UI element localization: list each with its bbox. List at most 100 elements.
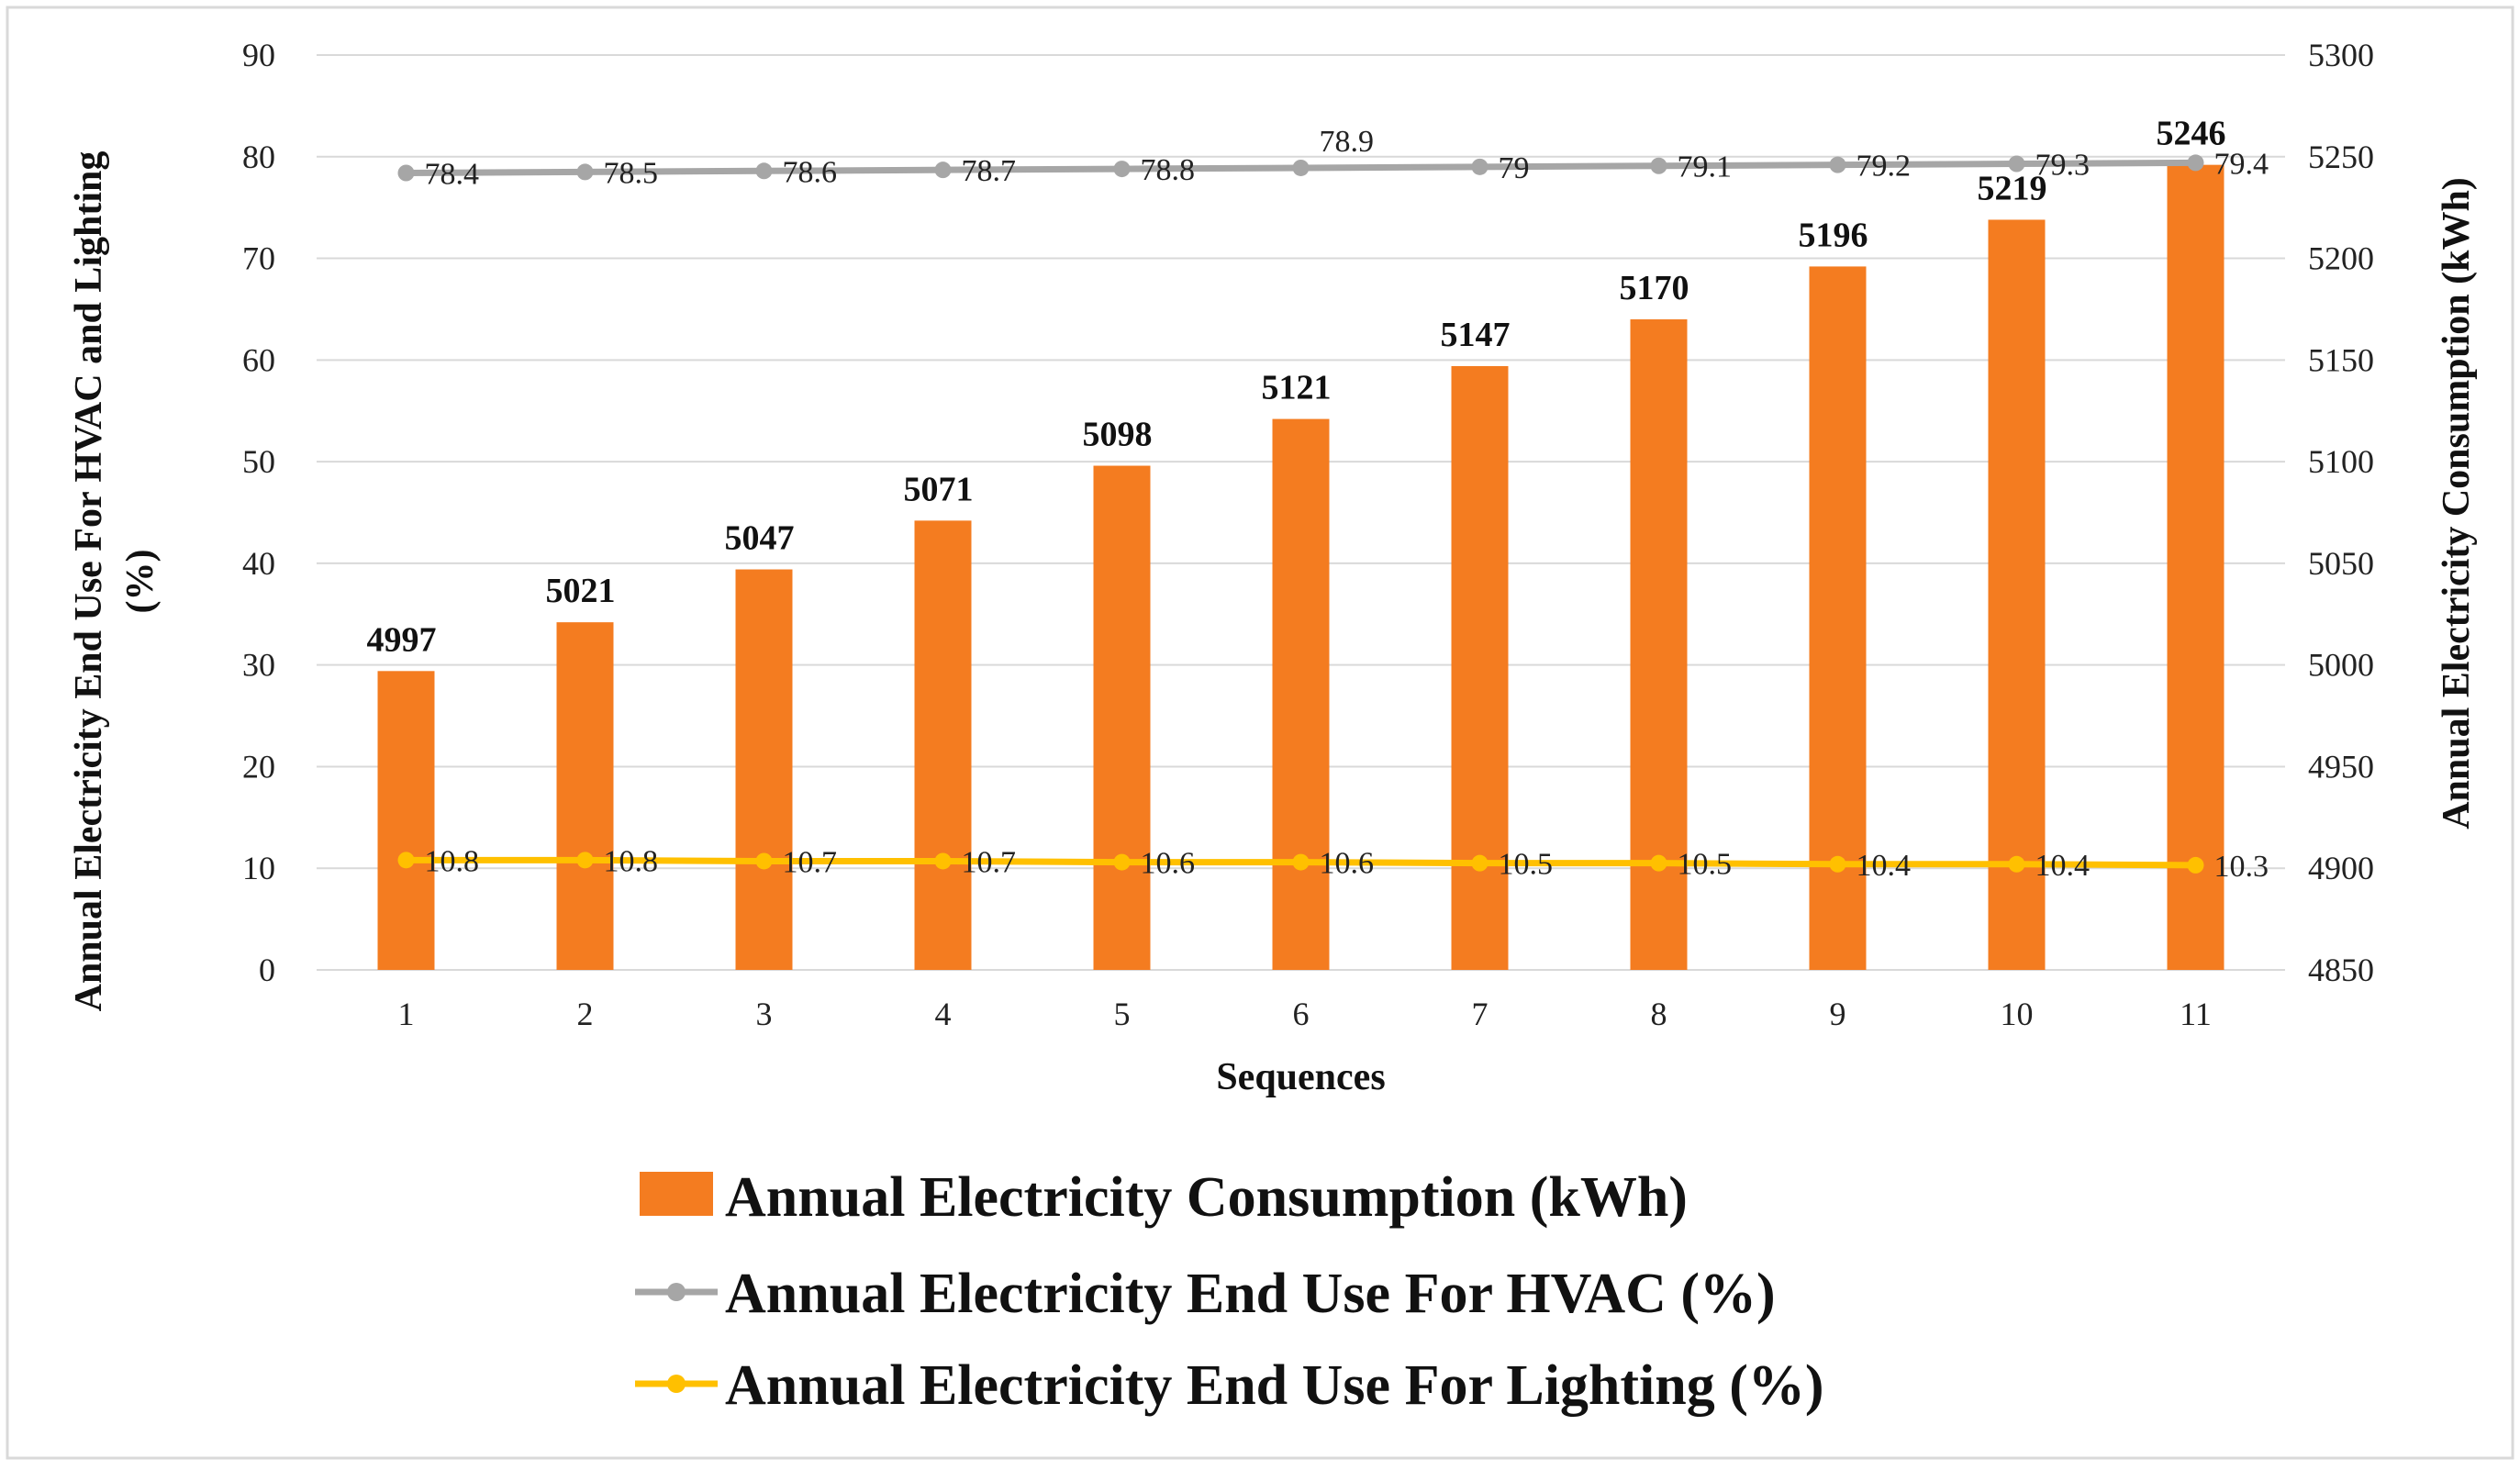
x-tick-label: 2	[577, 996, 594, 1032]
legend-hvac-marker	[667, 1283, 686, 1301]
hvac-point	[576, 163, 594, 181]
hvac-data-label: 79.3	[2035, 149, 2091, 183]
axes: 0 10 20 30 40 50 60 70 80 90 4850 4900 4950 5000 5050 5…	[68, 37, 2478, 1098]
y-left-tick-label: 40	[242, 545, 275, 582]
hvac-point	[1829, 156, 1846, 173]
hvac-data-label: 79	[1499, 151, 1530, 185]
y-right-tick-label: 5250	[2308, 139, 2374, 175]
lighting-data-label: 10.5	[1499, 848, 1554, 882]
data-labels: 4997 5021 5047 5071 5098 5121 5147 5170 5196 5219…	[367, 115, 2269, 884]
bar-data-label: 5246	[2157, 115, 2226, 153]
lighting-data-label: 10.3	[2214, 850, 2269, 884]
bar-data-label: 5098	[1083, 416, 1153, 454]
lighting-point	[934, 852, 952, 870]
lighting-point	[1650, 854, 1667, 872]
hvac-point	[1113, 161, 1131, 178]
y-left-tick-label: 20	[242, 748, 275, 785]
y-right-tick-label: 5000	[2308, 647, 2374, 684]
lighting-data-label: 10.4	[2035, 849, 2091, 883]
hvac-point	[934, 161, 952, 179]
consumption-bar	[1093, 465, 1151, 970]
consumption-bar	[377, 671, 435, 970]
x-tick-label: 6	[1293, 996, 1310, 1032]
x-tick-label: 9	[1830, 996, 1846, 1032]
y-left-tick-label: 90	[242, 37, 275, 73]
y-left-tick-label: 0	[259, 952, 275, 988]
x-tick-label: 7	[1472, 996, 1489, 1032]
y-right-tick-label: 4850	[2308, 952, 2374, 988]
bar-data-label: 5170	[1620, 269, 1689, 307]
gridlines	[317, 54, 2285, 971]
legend-lighting-marker	[667, 1375, 686, 1393]
y-left-axis-title: Annual Electricity End Use For HVAC and …	[68, 151, 162, 1012]
lighting-data-label: 10.6	[1141, 847, 1196, 881]
x-axis-title: Sequences	[1216, 1056, 1385, 1098]
x-tick-label: 3	[756, 996, 773, 1032]
y-right-tick-label: 5200	[2308, 240, 2374, 277]
y-right-axis-title: Annual Electricity Consumption (kWh)	[2436, 177, 2478, 830]
hvac-point	[1650, 157, 1667, 174]
bar-data-label: 5121	[1262, 369, 1332, 407]
x-tick-label: 4	[935, 996, 952, 1032]
consumption-bar	[556, 622, 614, 970]
hvac-data-label: 79.1	[1678, 150, 1733, 184]
lighting-point	[2187, 856, 2204, 874]
hvac-data-label: 78.4	[425, 158, 480, 192]
bar-data-label: 5219	[1978, 169, 2047, 207]
consumption-bar	[1988, 219, 2046, 970]
hvac-point	[2008, 155, 2025, 173]
lighting-point	[1471, 854, 1489, 872]
x-tick-label: 11	[2180, 996, 2212, 1032]
lighting-point	[2008, 855, 2025, 873]
bar-data-label: 5196	[1799, 216, 1868, 254]
y-right-tick-label: 4950	[2308, 748, 2374, 785]
lighting-point	[755, 852, 773, 870]
bar-data-label: 5047	[725, 519, 795, 558]
legend-entry-label: Annual Electricity End Use For HVAC (%)	[725, 1263, 1776, 1325]
hvac-data-label: 78.5	[604, 156, 659, 190]
bar-data-label: 5147	[1441, 316, 1511, 354]
lighting-data-label: 10.8	[425, 844, 480, 878]
bar-series	[377, 164, 2225, 971]
y-left-tick-label: 30	[242, 647, 275, 684]
lighting-data-label: 10.7	[783, 845, 838, 879]
line-series	[397, 154, 2204, 874]
consumption-bar	[2167, 164, 2225, 970]
legend-bar-swatch	[640, 1172, 713, 1216]
x-tick-label: 8	[1651, 996, 1667, 1032]
y-right-tick-label: 5050	[2308, 545, 2374, 582]
legend-entry-label: Annual Electricity End Use For Lighting …	[725, 1354, 1824, 1417]
hvac-point	[755, 162, 773, 180]
y-right-tick-label: 5100	[2308, 443, 2374, 480]
lighting-data-label: 10.7	[962, 845, 1017, 879]
lighting-data-label: 10.6	[1320, 847, 1375, 881]
consumption-bar	[1272, 418, 1330, 970]
lighting-data-label: 10.8	[604, 844, 659, 878]
bar-data-label: 5071	[904, 470, 974, 508]
lighting-point	[1292, 853, 1310, 871]
hvac-point	[397, 164, 415, 182]
y-left-axis-title-line: (%)	[119, 550, 162, 614]
lighting-point	[1113, 853, 1131, 871]
y-left-tick-label: 50	[242, 443, 275, 480]
hvac-data-label: 78.8	[1141, 153, 1196, 187]
lighting-point	[576, 852, 594, 869]
y-left-tick-label: 10	[242, 850, 275, 886]
bar-data-label: 4997	[367, 620, 437, 659]
y-left-tick-label: 80	[242, 139, 275, 175]
hvac-data-label: 78.6	[783, 155, 838, 189]
legend: Annual Electricity Consumption (kWh) Annu…	[635, 1166, 1824, 1417]
y-left-axis-title-line: Annual Electricity End Use For HVAC and …	[68, 151, 110, 1012]
hvac-data-label: 79.4	[2214, 147, 2269, 181]
y-right-tick-label: 5300	[2308, 37, 2374, 73]
lighting-point	[1829, 855, 1846, 873]
hvac-data-label: 78.9	[1320, 125, 1375, 159]
y-right-tick-label: 4900	[2308, 850, 2374, 886]
consumption-bar	[735, 569, 793, 970]
lighting-data-label: 10.5	[1678, 848, 1733, 882]
y-left-tick-label: 60	[242, 341, 275, 378]
hvac-point	[2187, 154, 2204, 172]
legend-entry-label: Annual Electricity Consumption (kWh)	[725, 1166, 1688, 1229]
x-tick-label: 10	[2001, 996, 2034, 1032]
hvac-data-label: 79.2	[1857, 150, 1912, 184]
